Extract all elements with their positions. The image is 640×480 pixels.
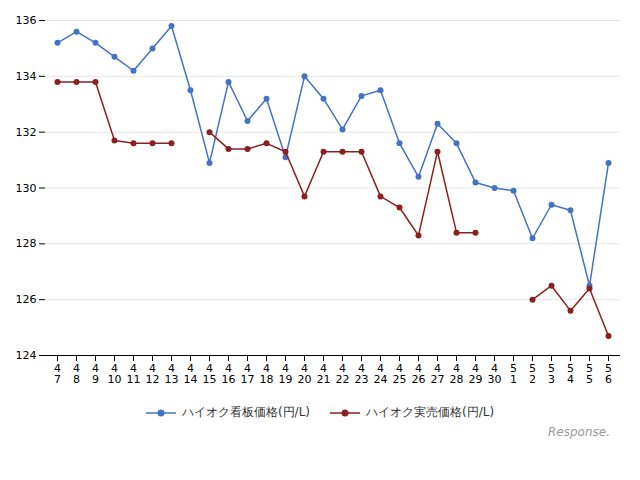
svg-text:54: 54	[567, 362, 574, 386]
svg-text:52: 52	[529, 362, 536, 386]
svg-text:422: 422	[336, 362, 350, 386]
svg-text:418: 418	[260, 362, 274, 386]
svg-text:410: 410	[108, 362, 122, 386]
svg-text:429: 429	[469, 362, 483, 386]
svg-text:424: 424	[374, 362, 388, 386]
svg-text:130: 130	[16, 182, 37, 195]
svg-text:420: 420	[298, 362, 312, 386]
svg-text:136: 136	[16, 14, 37, 27]
svg-text:48: 48	[73, 362, 80, 386]
svg-text:426: 426	[412, 362, 426, 386]
svg-text:126: 126	[16, 293, 37, 306]
svg-text:421: 421	[317, 362, 331, 386]
html-text:ハイオク看板価格(円/L): ハイオク看板価格(円/L)	[181, 405, 310, 419]
svg-text:417: 417	[241, 362, 255, 386]
svg-text:128: 128	[16, 237, 37, 250]
svg-text:414: 414	[184, 362, 198, 386]
svg-text:134: 134	[16, 70, 37, 83]
svg-text:416: 416	[222, 362, 236, 386]
svg-text:55: 55	[586, 362, 593, 386]
svg-text:411: 411	[127, 362, 141, 386]
svg-text:425: 425	[393, 362, 407, 386]
svg-text:413: 413	[165, 362, 179, 386]
svg-text:419: 419	[279, 362, 293, 386]
svg-text:423: 423	[355, 362, 369, 386]
svg-text:412: 412	[146, 362, 160, 386]
svg-text:56: 56	[605, 362, 612, 386]
svg-text:415: 415	[203, 362, 217, 386]
html-text:Response.: Response.	[548, 425, 610, 439]
svg-text:53: 53	[548, 362, 555, 386]
svg-text:124: 124	[16, 349, 37, 362]
svg-text:427: 427	[431, 362, 445, 386]
svg-text:51: 51	[510, 362, 517, 386]
svg-text:430: 430	[488, 362, 502, 386]
svg-text:49: 49	[92, 362, 99, 386]
svg-text:47: 47	[54, 362, 61, 386]
html-text:ハイオク実売価格(円/L): ハイオク実売価格(円/L)	[366, 405, 495, 419]
svg-text:428: 428	[450, 362, 464, 386]
svg-text:132: 132	[16, 126, 37, 139]
